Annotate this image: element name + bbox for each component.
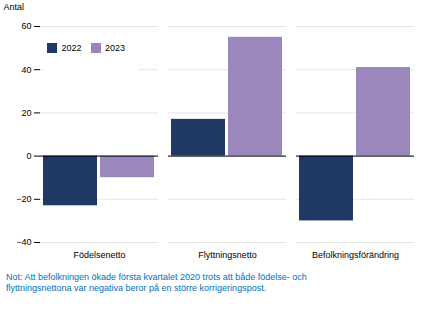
svg-text:−20: −20 bbox=[16, 194, 31, 204]
svg-text:40: 40 bbox=[21, 65, 31, 75]
svg-text:0: 0 bbox=[26, 151, 31, 161]
html-text:Not: Att befolkningen ökade fö: Not: Att befolkningen ökade första kvart… bbox=[6, 272, 307, 294]
svg-text:Födelsenetto: Födelsenetto bbox=[73, 250, 125, 260]
svg-text:20: 20 bbox=[21, 108, 31, 118]
html-text:2022: 2022 bbox=[61, 42, 82, 53]
svg-text:Befolkningsförändring: Befolkningsförändring bbox=[312, 250, 399, 260]
svg-text:Flyttningsnetto: Flyttningsnetto bbox=[198, 250, 257, 260]
svg-text:Antal: Antal bbox=[4, 2, 25, 12]
html-text:2023: 2023 bbox=[105, 42, 126, 53]
svg-text:−40: −40 bbox=[16, 237, 31, 247]
svg-text:60: 60 bbox=[21, 21, 31, 31]
